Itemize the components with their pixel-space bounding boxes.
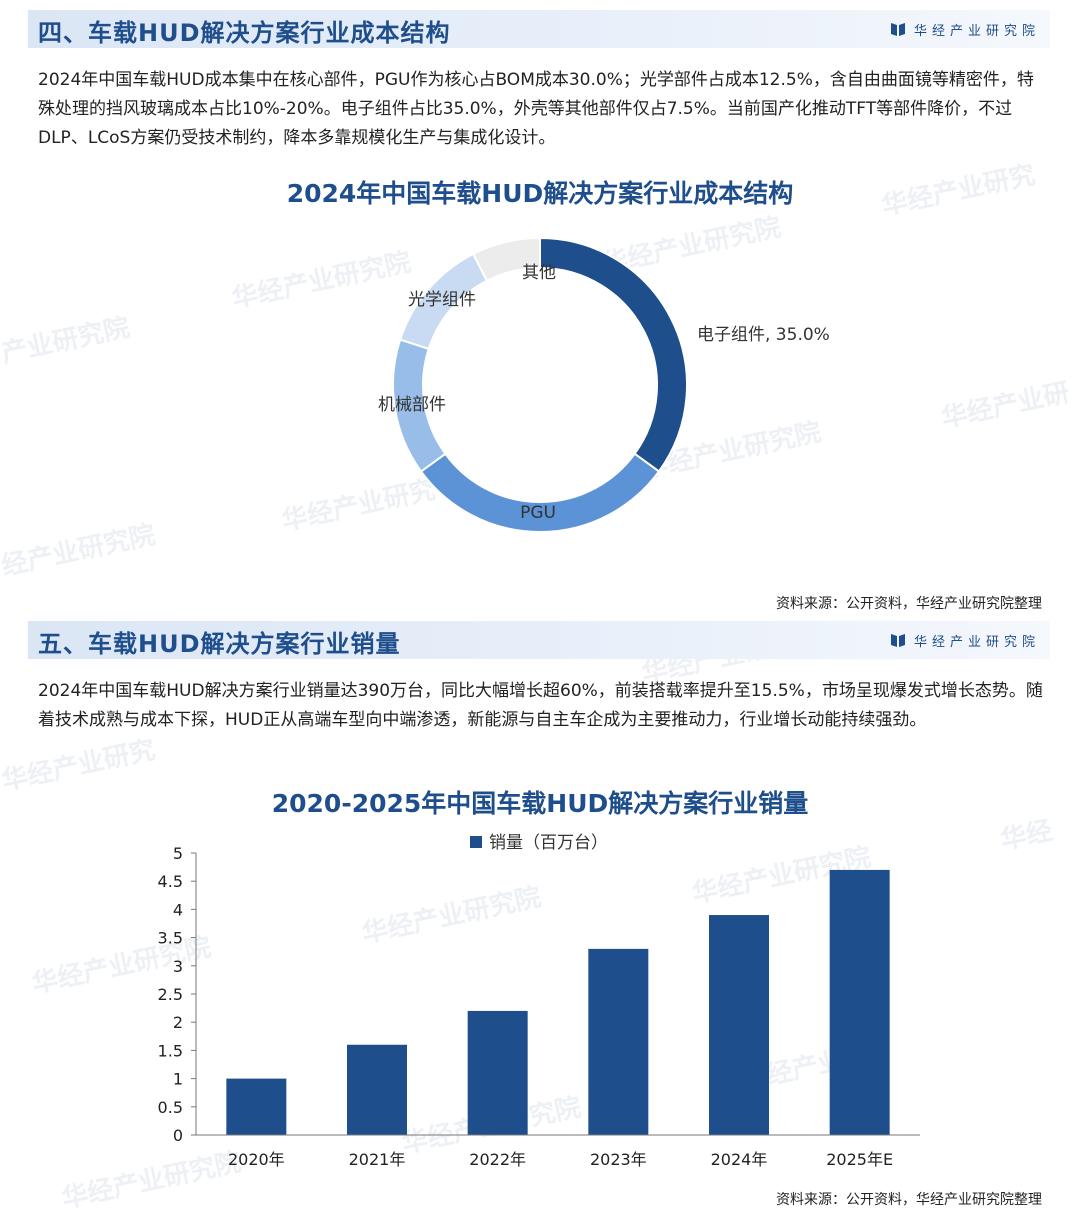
y-tick-label: 4.5 <box>158 872 183 891</box>
slice-label: 电子组件, 35.0% <box>697 325 830 345</box>
y-tick-label: 2.5 <box>158 985 183 1004</box>
y-tick-label: 2 <box>173 1013 183 1032</box>
bar <box>226 1078 287 1135</box>
chart-title: 2024年中国车载HUD解决方案行业成本结构 <box>286 179 794 208</box>
slice-label: PGU <box>520 503 556 523</box>
y-tick-label: 3 <box>173 957 183 976</box>
bar <box>347 1044 407 1135</box>
x-tick-label: 2023年 <box>590 1150 647 1169</box>
y-tick-label: 4 <box>173 900 183 919</box>
x-tick-label: 2020年 <box>228 1150 285 1169</box>
bar <box>467 1010 528 1135</box>
y-tick-label: 3.5 <box>158 929 183 948</box>
x-tick-label: 2021年 <box>349 1150 406 1169</box>
chart-title: 2020-2025年中国车载HUD解决方案行业销量 <box>271 789 809 818</box>
donut-chart: 电子组件, 35.0% PGU 机械部件 光学组件 其他 <box>378 236 830 533</box>
bar <box>709 915 769 1135</box>
slice-label: 机械部件 <box>378 395 446 415</box>
slice-label: 其他 <box>522 263 556 283</box>
y-tick-label: 1 <box>173 1070 183 1089</box>
x-tick-label: 2024年 <box>711 1150 768 1169</box>
section-title: 四、车载HUD解决方案行业成本结构 <box>38 19 451 47</box>
brand-name: 华经产业研究院 <box>913 23 1040 39</box>
brand-logo: 华经产业研究院 <box>890 631 1040 650</box>
brand-logo: 华经产业研究院 <box>890 20 1040 39</box>
y-tick-label: 0 <box>173 1126 183 1145</box>
slice-label: 光学组件 <box>408 290 476 310</box>
y-tick-label: 5 <box>173 844 183 863</box>
source-note: 资料来源：公开资料，华经产业研究院整理 <box>776 596 1042 612</box>
y-tick-label: 1.5 <box>158 1041 183 1060</box>
logo-icon <box>890 634 905 647</box>
section-paragraph: 2024年中国车载HUD解决方案行业销量达390万台，同比大幅增长超60%，前装… <box>38 681 1043 730</box>
legend-label: 销量（百万台） <box>489 833 608 853</box>
section-header: 五、车载HUD解决方案行业销量 华经产业研究院 <box>28 621 1050 659</box>
y-tick-label: 0.5 <box>158 1098 183 1117</box>
bar <box>588 948 649 1135</box>
bar-chart: 销量（百万台） 0 0.5 1 1.5 2 2.5 3 3.5 4 4.5 5 2020年 2021年… <box>158 833 920 1169</box>
x-tick-label: 2025年E <box>826 1150 893 1169</box>
donut-slice <box>539 236 688 473</box>
source-note: 资料来源：公开资料，华经产业研究院整理 <box>776 1192 1042 1208</box>
section-title: 五、车载HUD解决方案行业销量 <box>38 630 401 658</box>
legend-swatch <box>470 836 482 848</box>
brand-name: 华经产业研究院 <box>913 634 1040 650</box>
donut-slice <box>471 236 541 283</box>
bar <box>829 869 890 1135</box>
section-header: 四、车载HUD解决方案行业成本结构 华经产业研究院 <box>28 10 1050 48</box>
section-paragraph: 2024年中国车载HUD成本集中在核心部件，PGU作为核心占BOM成本30.0%… <box>38 70 1034 148</box>
x-tick-label: 2022年 <box>469 1150 526 1169</box>
logo-icon <box>890 23 905 36</box>
